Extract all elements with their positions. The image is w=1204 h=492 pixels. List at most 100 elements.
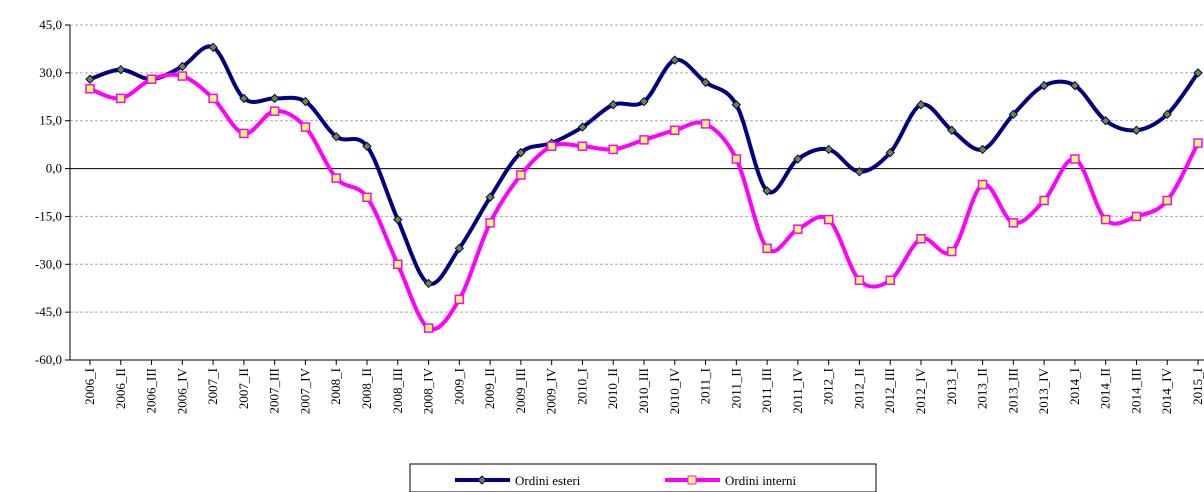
x-tick-label: 2010_IV (667, 367, 682, 414)
x-tick-label: 2011_III (759, 368, 774, 413)
marker (177, 71, 188, 81)
marker (639, 135, 649, 145)
marker (731, 154, 742, 164)
marker (1131, 211, 1142, 222)
x-tick-label: 2006_II (113, 368, 128, 409)
marker (1162, 195, 1172, 206)
legend-marker (477, 475, 487, 485)
y-tick-label: 30,0 (39, 65, 62, 80)
marker (793, 154, 803, 164)
x-tick-label: 2007_IV (297, 367, 312, 414)
marker (793, 224, 803, 234)
x-tick-label: 2008_II (359, 368, 374, 409)
x-tick-label: 2013_III (1005, 368, 1020, 414)
x-tick-label: 2009_II (482, 368, 497, 409)
marker (85, 84, 95, 94)
marker (1039, 80, 1049, 91)
x-tick-label: 2011_I (698, 368, 713, 404)
marker (854, 167, 865, 177)
x-tick-label: 2013_II (975, 368, 990, 409)
marker (516, 147, 526, 158)
marker (116, 64, 126, 75)
x-tick-label: 2014_I (1067, 368, 1082, 405)
marker (823, 214, 834, 225)
marker (423, 323, 434, 333)
y-tick-label: -45,0 (35, 304, 62, 319)
marker (208, 93, 218, 104)
x-tick-label: 2012_II (851, 368, 866, 409)
legend-marker (687, 475, 697, 485)
marker (85, 74, 95, 84)
marker (423, 278, 434, 289)
x-tick-label: 2006_III (144, 368, 159, 414)
x-tick-label: 2011_IV (790, 367, 805, 413)
marker (116, 93, 126, 104)
marker (823, 144, 834, 155)
x-tick-label: 2009_III (513, 368, 528, 414)
marker (700, 119, 711, 129)
marker (1070, 154, 1080, 164)
y-tick-label: 0,0 (46, 161, 62, 176)
marker (300, 96, 311, 107)
x-tick-label: 2014_IV (1159, 367, 1174, 414)
marker (762, 243, 772, 254)
marker (1162, 109, 1172, 120)
marker (639, 96, 649, 107)
marker (485, 218, 495, 228)
marker (239, 128, 249, 139)
marker (977, 144, 988, 155)
marker (454, 243, 465, 254)
marker (670, 125, 680, 136)
marker (362, 192, 372, 203)
legend-label: Ordini esteri (515, 473, 581, 488)
x-tick-label: 2008_III (390, 368, 405, 414)
marker (1039, 195, 1049, 206)
legend-label: Ordini interni (725, 473, 797, 488)
marker (577, 141, 588, 151)
x-tick-label: 2010_III (636, 368, 651, 414)
marker (1100, 214, 1111, 225)
marker (1131, 125, 1142, 135)
marker (1008, 218, 1019, 228)
x-tick-label: 2011_II (728, 368, 743, 409)
marker (1070, 80, 1080, 91)
x-tick-label: 2013_IV (1036, 367, 1051, 414)
y-tick-label: -60,0 (35, 352, 62, 367)
marker (577, 122, 588, 132)
marker (977, 179, 988, 190)
line (89, 44, 1200, 286)
x-tick-label: 2010_II (605, 368, 620, 409)
x-tick-label: 2014_III (1128, 368, 1143, 414)
marker (269, 106, 280, 116)
marker (916, 100, 926, 110)
x-tick-label: 2008_IV (421, 367, 436, 414)
y-tick-label: -15,0 (35, 208, 62, 223)
x-tick-label: 2015_I (1190, 368, 1204, 405)
marker (300, 122, 311, 132)
marker (608, 144, 618, 155)
marker (854, 275, 865, 285)
marker (731, 100, 742, 110)
marker (762, 186, 772, 196)
marker (1100, 116, 1111, 126)
marker (608, 100, 618, 110)
x-tick-label: 2014_II (1098, 368, 1113, 409)
x-tick-label: 2006_IV (174, 367, 189, 414)
marker (916, 234, 926, 244)
marker (947, 125, 957, 135)
marker (239, 93, 249, 104)
x-tick-label: 2009_IV (544, 367, 559, 414)
marker (454, 294, 465, 305)
marker (331, 173, 341, 183)
marker (546, 141, 557, 151)
marker (393, 214, 403, 225)
marker (393, 259, 403, 270)
x-tick-label: 2006_I (82, 368, 97, 405)
marker (1193, 138, 1203, 148)
marker (1193, 68, 1203, 78)
marker (485, 192, 495, 202)
x-tick-label: 2007_I (205, 368, 220, 405)
line (89, 72, 1200, 332)
marker (146, 74, 157, 84)
